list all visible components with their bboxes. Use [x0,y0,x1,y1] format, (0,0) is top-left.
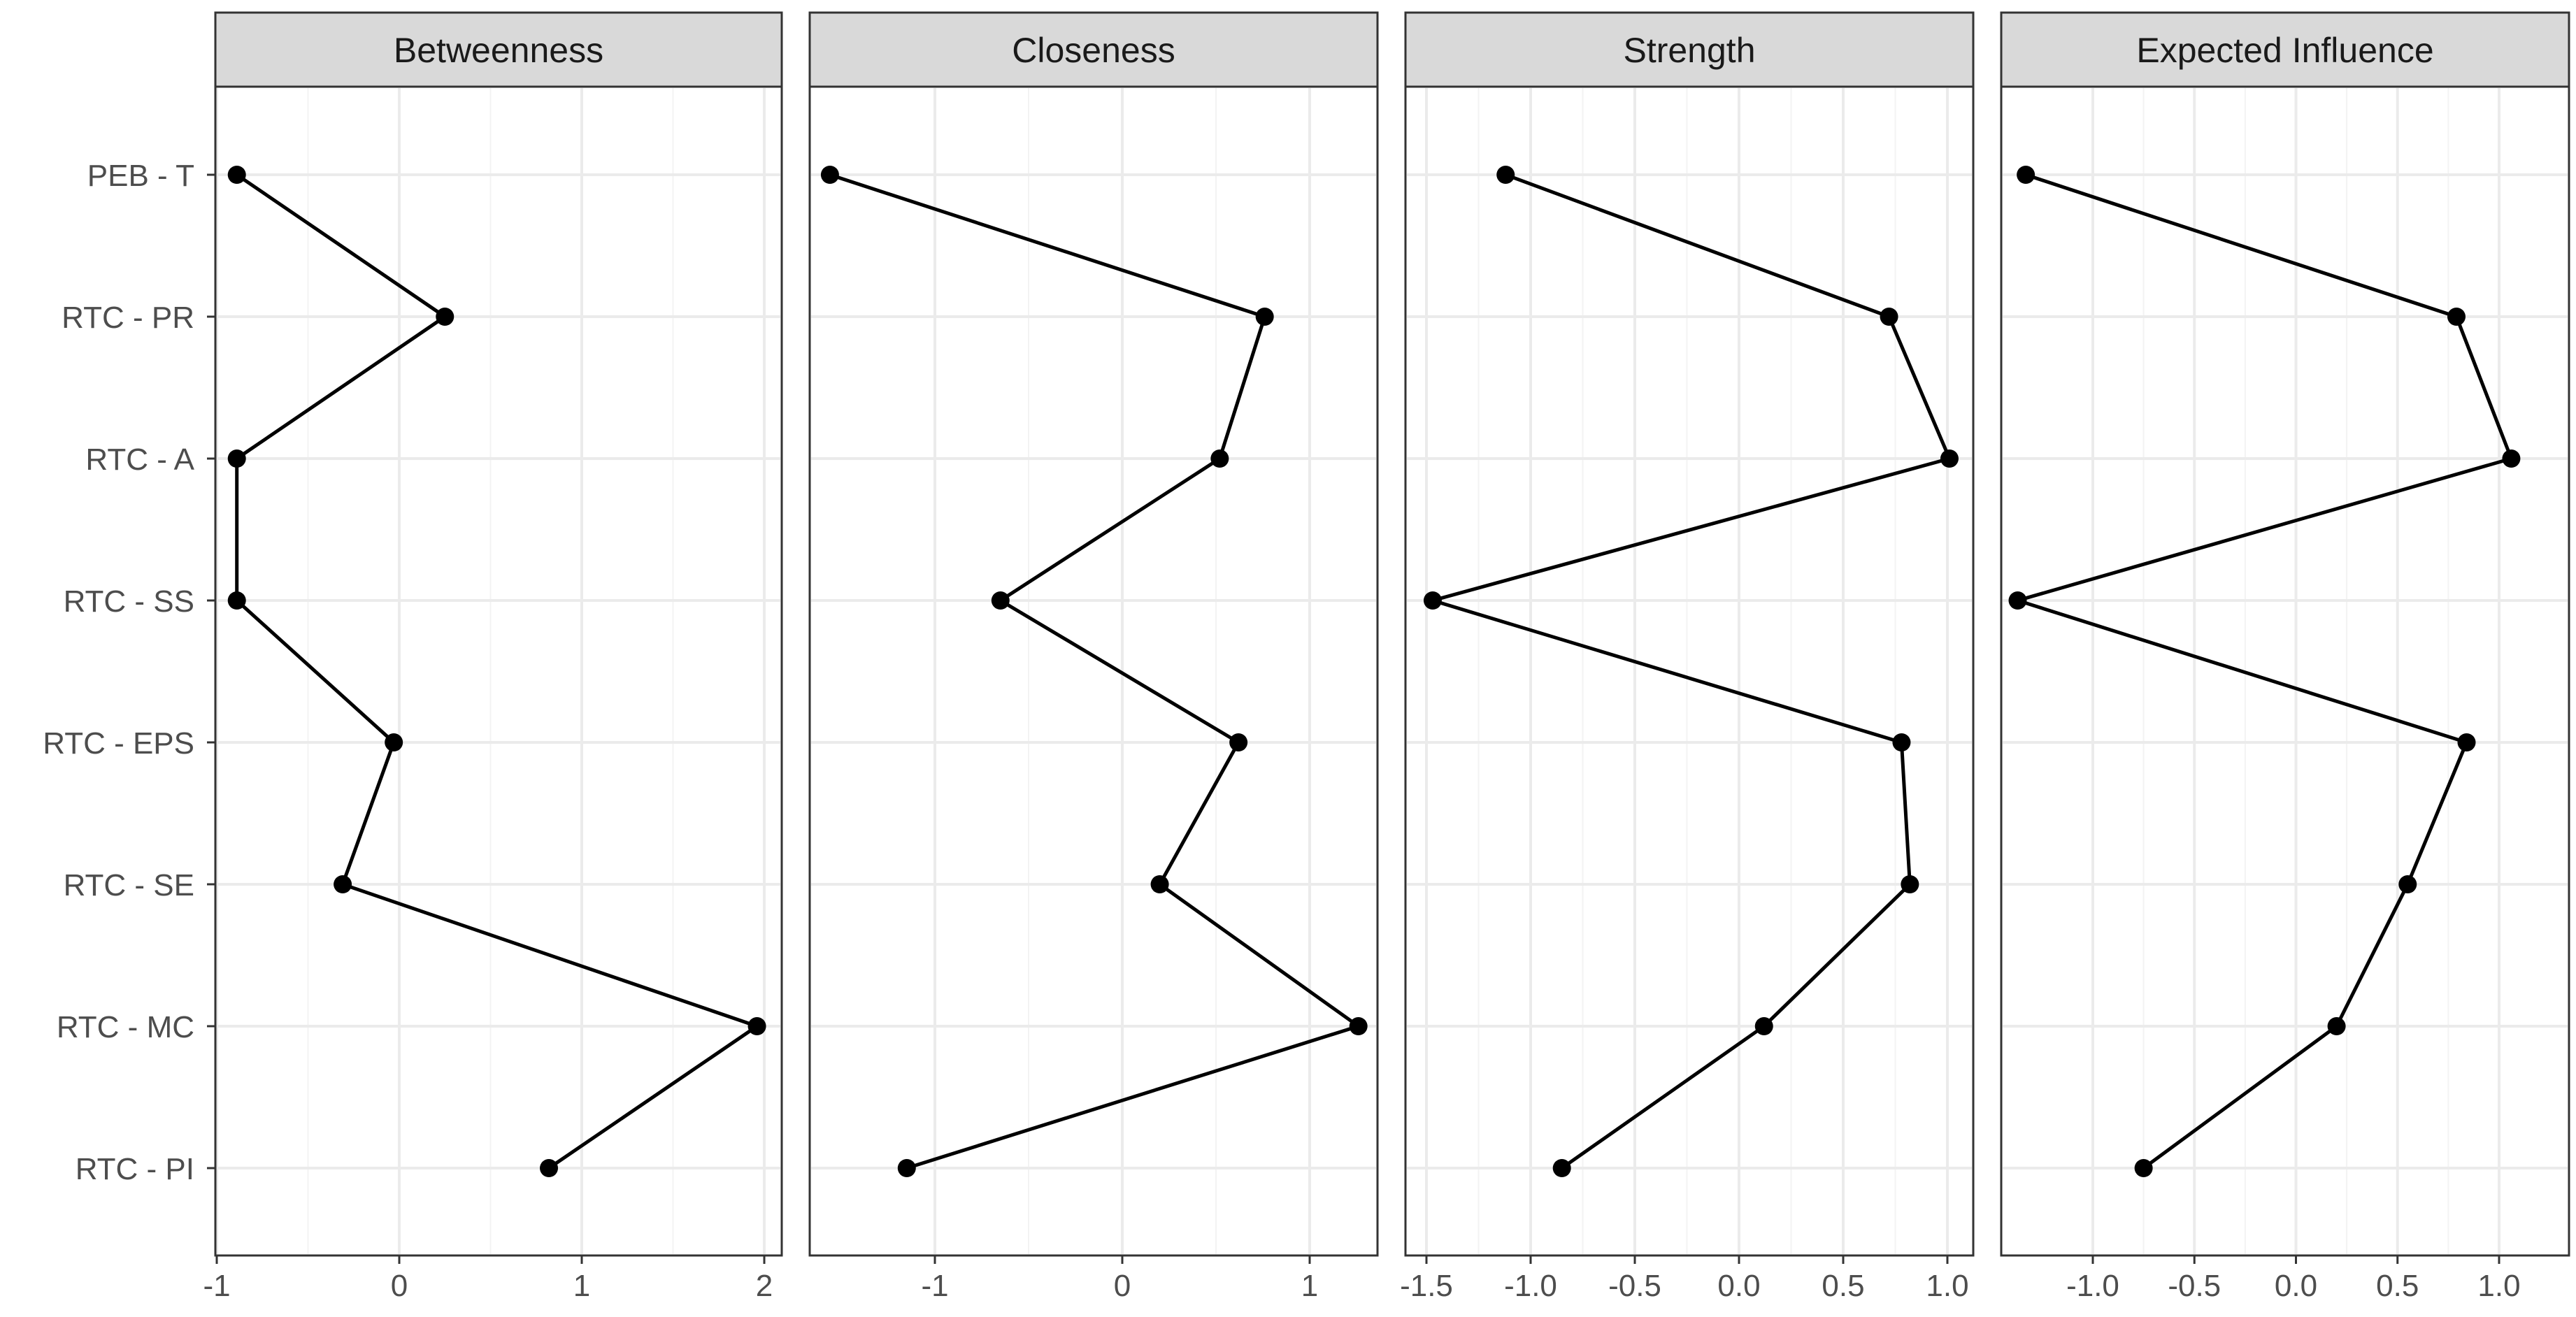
x-tick-label: 1 [573,1269,590,1303]
panel-background [1404,85,1975,1257]
x-tick-label: 1.0 [1926,1269,1968,1303]
series-line [235,173,761,1170]
y-axis: PEB - T RTC - PR RTC - A RTC - SS RTC - EPS R… [43,159,215,1186]
y-tick-label-rtc-a: RTC - A [85,442,194,477]
data-point-rtc-pi [1552,1159,1571,1177]
data-point-rtc-a [227,449,246,468]
x-tick-label: -1 [203,1269,230,1303]
y-tick-label-rtc-mc: RTC - MC [57,1010,194,1044]
data-point-rtc-ss [991,591,1010,610]
data-point-peb-t [2017,166,2035,184]
data-point-rtc-pr [2447,308,2466,326]
data-point-rtc-se [1150,875,1169,893]
y-tick-label-rtc-pr: RTC - PR [62,301,194,335]
y-tick-label-peb-t: PEB - T [87,159,194,193]
panel-border [1404,85,1975,1257]
facet-title: Closeness [1012,31,1175,70]
x-tick-label: 2 [756,1269,773,1303]
data-point-rtc-a [1940,449,1959,468]
data-point-rtc-mc [2327,1017,2346,1035]
facet-title: Expected Influence [2136,31,2433,70]
data-point-rtc-mc [747,1017,766,1035]
data-point-rtc-ss [1423,591,1442,610]
panel-border [808,85,1379,1257]
data-point-peb-t [1496,166,1515,184]
facet-title: Betweenness [394,31,603,70]
panel-background [2000,85,2570,1257]
x-tick-label: -1.5 [1400,1269,1453,1303]
x-tick-label: 0 [391,1269,408,1303]
x-tick-label: 0.5 [1822,1269,1864,1303]
x-tick-label: 0.5 [2376,1269,2419,1303]
facet-betweenness: Betweenness -1 0 1 2 [203,11,783,1303]
data-point-rtc-a [1210,449,1229,468]
data-point-rtc-eps [2457,733,2476,751]
y-tick-label-rtc-pi: RTC - PI [76,1152,194,1186]
facet-strip [2000,11,2570,88]
panel-background [808,85,1379,1257]
y-tick-label-rtc-eps: RTC - EPS [43,726,194,761]
data-point-rtc-pr [1255,308,1274,326]
x-tick-label: -0.5 [1608,1269,1661,1303]
data-point-rtc-eps [385,733,403,751]
data-point-rtc-se [334,875,352,893]
facet-strip [214,11,783,88]
panel-border [214,85,783,1257]
data-point-rtc-pr [1880,308,1898,326]
data-point-rtc-se [2398,875,2417,893]
x-tick-label: 0.0 [1717,1269,1760,1303]
facet-expected-influence: Expected Influence -1.0 -0.5 0.0 0.5 1.0 [2000,11,2570,1303]
series-line [2011,173,2514,1170]
facet-closeness: Closeness -1 0 1 [808,11,1379,1303]
facet-title: Strength [1623,31,1755,70]
y-tick-label-rtc-ss: RTC - SS [64,584,194,619]
data-point-rtc-a [2502,449,2521,468]
data-point-rtc-pi [2134,1159,2153,1177]
data-point-rtc-eps [1229,733,1248,751]
panel-background [214,85,783,1257]
series-line [829,173,1363,1170]
data-point-peb-t [227,166,246,184]
x-tick-label: 1.0 [2477,1269,2520,1303]
x-tick-label: -1.0 [1504,1269,1557,1303]
x-tick-label: -0.5 [2168,1269,2221,1303]
x-tick-label: 0 [1114,1269,1131,1303]
y-tick-label-rtc-se: RTC - SE [64,868,194,902]
panel-border [2000,85,2570,1257]
data-point-rtc-ss [2008,591,2027,610]
data-point-rtc-se [1901,875,1919,893]
facet-strength: Strength -1.5 -1.0 -0.5 0.0 0.5 1.0 [1400,11,1975,1303]
x-tick-label: 0.0 [2275,1269,2317,1303]
series-line [1426,173,1952,1170]
x-tick-label: 1 [1301,1269,1318,1303]
data-point-rtc-pi [897,1159,916,1177]
x-tick-label: -1.0 [2066,1269,2119,1303]
data-point-rtc-pi [540,1159,559,1177]
data-point-rtc-ss [227,591,246,610]
data-point-peb-t [820,166,839,184]
data-point-rtc-mc [1754,1017,1773,1035]
x-tick-label: -1 [921,1269,948,1303]
data-point-rtc-pr [436,308,455,326]
data-point-rtc-mc [1349,1017,1368,1035]
data-point-rtc-eps [1892,733,1911,751]
